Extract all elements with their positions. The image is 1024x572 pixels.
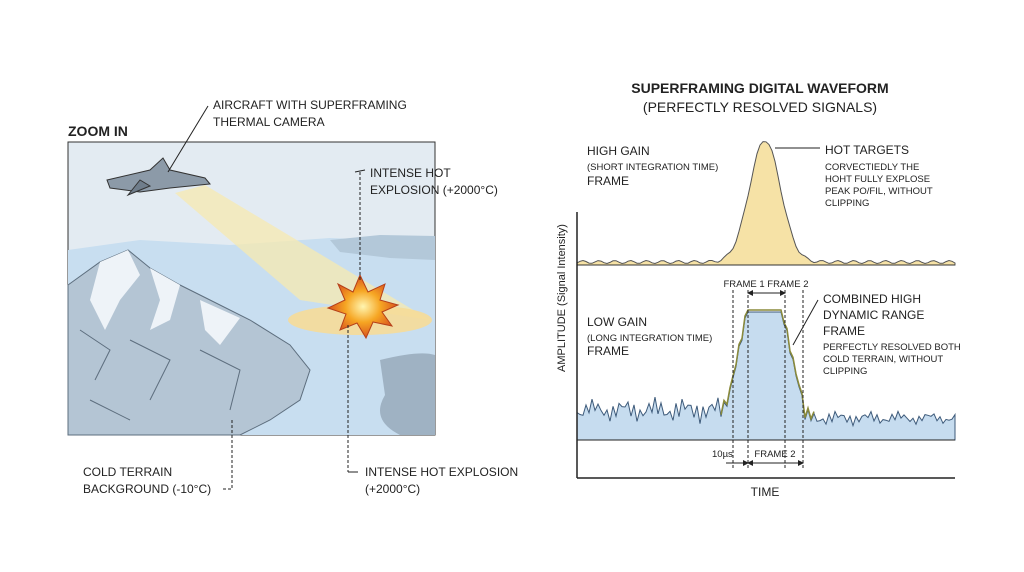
camera-beam bbox=[175, 185, 430, 320]
explosion-caption: (+2000°C) bbox=[365, 482, 420, 496]
combined-note: PERFECTLY RESOLVED BOTH bbox=[823, 342, 961, 353]
terrain-label: COLD TERRAIN bbox=[83, 465, 172, 479]
hot-targets-note: CLIPPING bbox=[825, 198, 869, 209]
snow bbox=[90, 250, 240, 345]
explosion-caption: INTENSE HOT EXPLOSION bbox=[365, 465, 518, 479]
frames-label: FRAME 1 FRAME 2 bbox=[724, 279, 809, 290]
shore bbox=[380, 353, 435, 435]
combined-label: FRAME bbox=[823, 324, 865, 338]
high-gain-label: HIGH GAIN bbox=[587, 144, 650, 158]
leader bbox=[167, 105, 209, 173]
mountain bbox=[67, 249, 311, 436]
low-gain-frame: FRAME bbox=[587, 344, 629, 358]
combined-note: COLD TERRAIN, WITHOUT bbox=[823, 354, 943, 365]
y-axis-label: AMPLITUDE (Signal Intensity) bbox=[556, 224, 568, 372]
hot-targets-note: HOHT FULLY EXPLOSE bbox=[825, 174, 930, 185]
interval-label: 10µs bbox=[712, 449, 733, 460]
explosion-label: EXPLOSION (+2000°C) bbox=[370, 183, 498, 197]
aircraft-label: AIRCRAFT WITH SUPERFRAMING bbox=[213, 98, 407, 112]
x-axis-label: TIME bbox=[751, 485, 780, 499]
leader bbox=[792, 299, 819, 346]
waveform-subtitle: (PERFECTLY RESOLVED SIGNALS) bbox=[643, 99, 877, 115]
aircraft bbox=[106, 157, 211, 193]
far-hills bbox=[330, 235, 435, 260]
low-gain-note: (LONG INTEGRATION TIME) bbox=[587, 333, 712, 344]
hot-targets-label: HOT TARGETS bbox=[825, 143, 909, 157]
hot-targets-note: CORVECTIEDLY THE bbox=[825, 162, 919, 173]
explosion-label: INTENSE HOT bbox=[370, 166, 451, 180]
hot-targets-note: PEAK PO/FIL, WITHOUT bbox=[825, 186, 933, 197]
leader bbox=[222, 420, 233, 490]
zoom-title: ZOOM IN bbox=[68, 123, 128, 139]
combined-note: CLIPPING bbox=[823, 366, 867, 377]
high-gain-waveform bbox=[576, 141, 956, 266]
terrain-label: BACKGROUND (-10°C) bbox=[83, 482, 211, 496]
combined-label: DYNAMIC RANGE bbox=[823, 308, 924, 322]
low-gain-label: LOW GAIN bbox=[587, 315, 647, 329]
high-gain-frame: FRAME bbox=[587, 174, 629, 188]
leader bbox=[354, 169, 366, 173]
explosion bbox=[326, 273, 400, 340]
scene bbox=[67, 141, 436, 436]
waveform-title: SUPERFRAMING DIGITAL WAVEFORM bbox=[631, 80, 888, 96]
low-gain-waveform bbox=[576, 311, 956, 441]
combined-waveform bbox=[720, 309, 815, 421]
combined-label: COMBINED HIGH bbox=[823, 292, 921, 306]
ridges bbox=[79, 329, 241, 421]
aircraft-label: THERMAL CAMERA bbox=[213, 115, 325, 129]
high-gain-note: (SHORT INTEGRATION TIME) bbox=[587, 162, 718, 173]
aircraft-wing bbox=[126, 179, 152, 197]
frame2-label: FRAME 2 bbox=[754, 449, 795, 460]
